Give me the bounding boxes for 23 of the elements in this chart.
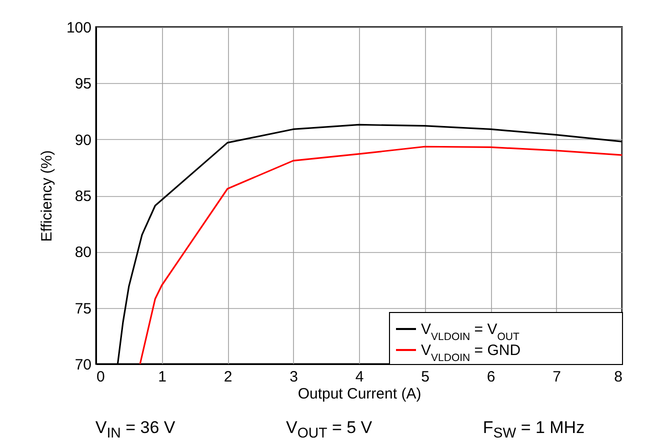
text: V$_{OUT}$ = 5 V <box>286 418 372 442</box>
x-tick-label: 1 <box>158 368 166 386</box>
y-tick-label: 70 <box>74 356 92 374</box>
y-tick-label: 85 <box>74 188 92 205</box>
x-axis-title: Output Current (A) <box>298 386 422 402</box>
y-tick-label: 90 <box>74 132 92 149</box>
y-tick-label: 100 <box>66 20 92 36</box>
legend-label: V$_{VLDOIN}$ = V$_{OUT}$ <box>421 321 520 343</box>
x-tick-label: 7 <box>552 368 561 386</box>
y-tick-label: 95 <box>74 76 92 93</box>
x-tick-label: 3 <box>290 368 298 386</box>
legend-label: V$_{VLDOIN}$ = GND <box>421 342 521 364</box>
y-tick-label: 75 <box>74 300 92 318</box>
x-tick-label: 0 <box>96 368 105 386</box>
x-tick-label: 8 <box>614 368 622 386</box>
x-tick-label: 4 <box>355 368 364 386</box>
y-axis-title: Efficiency (%) <box>38 150 56 242</box>
text: F$_{SW}$ = 1 MHz <box>482 418 585 442</box>
x-tick-label: 5 <box>421 368 430 386</box>
text: V$_{IN}$ = 36 V <box>95 418 176 442</box>
y-tick-label: 80 <box>74 244 92 262</box>
x-tick-label: 6 <box>486 368 496 386</box>
x-tick-label: 2 <box>224 368 232 386</box>
